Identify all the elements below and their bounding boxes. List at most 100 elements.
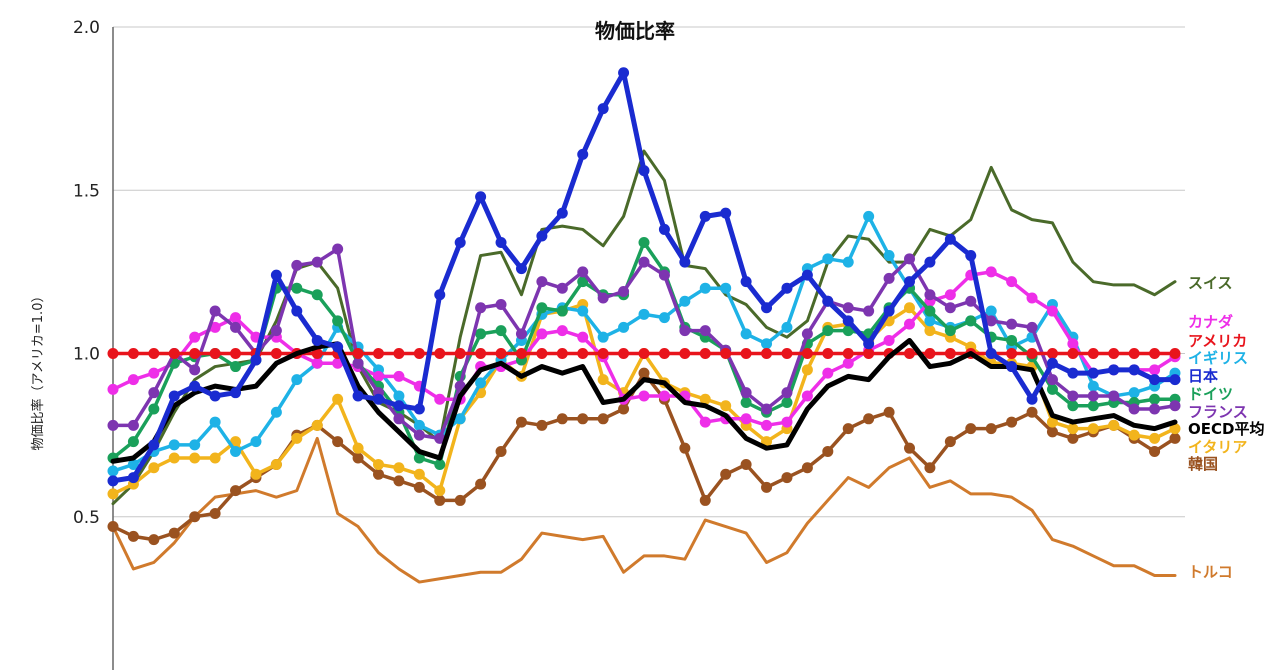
data-point xyxy=(740,348,752,359)
data-point xyxy=(107,521,119,533)
series-label: イギリス xyxy=(1188,349,1248,367)
series-line xyxy=(110,337,1178,464)
data-point xyxy=(1108,364,1120,376)
series-イギリス xyxy=(107,210,1181,477)
data-point xyxy=(434,459,446,471)
series-lines xyxy=(107,67,1181,584)
data-point xyxy=(699,348,711,359)
data-point xyxy=(863,210,875,222)
data-point xyxy=(1149,348,1161,359)
data-point xyxy=(740,387,752,399)
data-point xyxy=(699,416,711,428)
data-point xyxy=(209,321,221,333)
data-point xyxy=(127,374,139,386)
data-point xyxy=(883,305,895,317)
series-フランス xyxy=(107,243,1181,444)
data-point xyxy=(148,387,160,399)
data-point xyxy=(801,390,813,402)
data-point xyxy=(454,348,466,359)
data-point xyxy=(781,387,793,399)
data-point xyxy=(127,472,139,484)
series-label: 日本 xyxy=(1188,367,1218,385)
data-point xyxy=(658,348,670,359)
data-point xyxy=(985,348,997,359)
data-point xyxy=(577,276,589,288)
data-point xyxy=(863,305,875,317)
data-point xyxy=(393,370,405,382)
data-point xyxy=(209,452,221,464)
data-point xyxy=(924,462,936,474)
data-point xyxy=(781,348,793,359)
data-point xyxy=(148,403,160,415)
data-point xyxy=(1006,334,1018,346)
data-point xyxy=(699,393,711,405)
data-point xyxy=(1128,348,1140,359)
data-point xyxy=(556,305,568,317)
data-point xyxy=(985,423,997,435)
data-point xyxy=(189,348,201,359)
data-point xyxy=(475,348,487,359)
data-point xyxy=(597,292,609,304)
data-point xyxy=(556,325,568,337)
data-point xyxy=(352,357,364,369)
data-point xyxy=(618,67,630,79)
data-point xyxy=(1169,423,1181,435)
data-point xyxy=(168,527,180,539)
data-point xyxy=(1087,348,1099,359)
data-point xyxy=(189,331,201,343)
data-point xyxy=(761,481,773,493)
data-point xyxy=(1067,432,1079,444)
data-point xyxy=(495,348,507,359)
data-point xyxy=(904,348,915,359)
data-point xyxy=(209,390,221,402)
data-point xyxy=(1067,338,1079,350)
data-point xyxy=(577,348,589,359)
data-point xyxy=(373,468,384,480)
data-point xyxy=(291,374,303,386)
series-OECD平均 xyxy=(110,337,1178,464)
data-point xyxy=(168,390,180,402)
data-point xyxy=(536,348,548,359)
data-point xyxy=(1108,348,1120,359)
data-point xyxy=(536,302,548,314)
data-point xyxy=(1046,383,1058,395)
data-point xyxy=(250,468,262,480)
data-point xyxy=(413,403,425,415)
data-point xyxy=(842,256,854,268)
data-point xyxy=(393,462,405,474)
data-point xyxy=(761,419,773,431)
data-point xyxy=(720,282,732,294)
data-point xyxy=(311,419,323,431)
data-point xyxy=(1149,403,1161,415)
series-アメリカ xyxy=(107,348,1181,359)
data-point xyxy=(148,439,160,451)
data-point xyxy=(413,419,425,431)
data-point xyxy=(618,403,630,415)
data-point xyxy=(536,230,548,242)
y-tick-label: 1.5 xyxy=(73,181,100,201)
data-point xyxy=(1149,445,1161,457)
series-label: トルコ xyxy=(1188,563,1233,581)
data-point xyxy=(270,348,282,359)
data-point xyxy=(1067,423,1079,435)
data-point xyxy=(1128,403,1140,415)
data-point xyxy=(618,321,630,333)
data-point xyxy=(1128,429,1140,441)
data-point xyxy=(720,468,732,480)
data-point xyxy=(332,315,344,327)
data-point xyxy=(332,436,344,448)
data-point xyxy=(1026,393,1038,405)
data-point xyxy=(1169,374,1181,386)
data-point xyxy=(434,432,446,444)
data-point xyxy=(270,325,282,337)
data-point xyxy=(720,348,732,359)
data-point xyxy=(127,348,139,359)
data-point xyxy=(1046,305,1058,317)
data-point xyxy=(230,387,242,399)
data-point xyxy=(1149,364,1161,376)
data-point xyxy=(842,357,854,369)
data-point xyxy=(1128,364,1140,376)
data-point xyxy=(352,442,364,454)
data-point xyxy=(475,377,487,389)
